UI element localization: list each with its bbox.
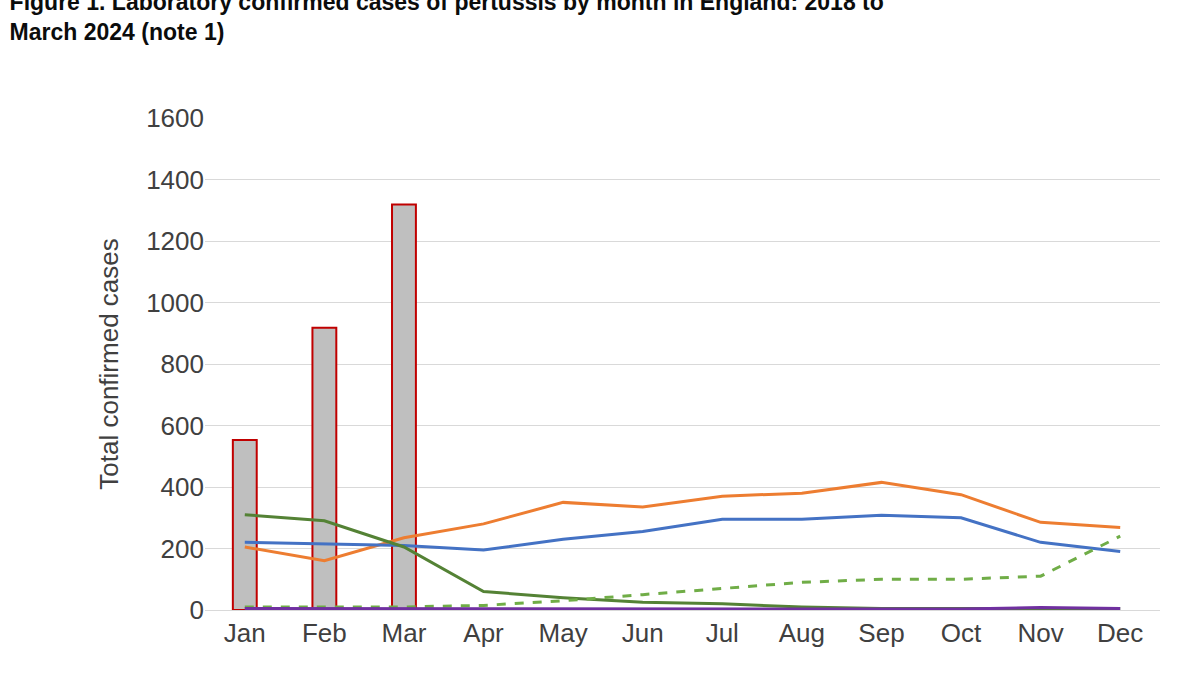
- svg-text:1200: 1200: [146, 226, 204, 256]
- svg-text:Apr: Apr: [463, 618, 504, 648]
- svg-text:1600: 1600: [146, 103, 204, 133]
- svg-text:800: 800: [161, 349, 204, 379]
- svg-text:1400: 1400: [146, 165, 204, 195]
- svg-text:200: 200: [161, 534, 204, 564]
- svg-text:0: 0: [190, 595, 204, 625]
- svg-text:Feb: Feb: [302, 618, 347, 648]
- svg-text:May: May: [539, 618, 588, 648]
- svg-text:Sep: Sep: [858, 618, 904, 648]
- svg-text:Jul: Jul: [706, 618, 739, 648]
- svg-text:1000: 1000: [146, 288, 204, 318]
- svg-text:Oct: Oct: [941, 618, 982, 648]
- svg-text:Figure 1. Laboratory confirmed: Figure 1. Laboratory confirmed cases of …: [10, 0, 884, 45]
- svg-text:Total confirmed cases: Total confirmed cases: [94, 238, 124, 489]
- svg-text:Aug: Aug: [779, 618, 825, 648]
- svg-text:Jan: Jan: [224, 618, 266, 648]
- svg-text:Jun: Jun: [622, 618, 664, 648]
- svg-text:400: 400: [161, 472, 204, 502]
- svg-text:Mar: Mar: [382, 618, 427, 648]
- svg-text:Dec: Dec: [1097, 618, 1143, 648]
- svg-text:Nov: Nov: [1017, 618, 1063, 648]
- svg-text:600: 600: [161, 411, 204, 441]
